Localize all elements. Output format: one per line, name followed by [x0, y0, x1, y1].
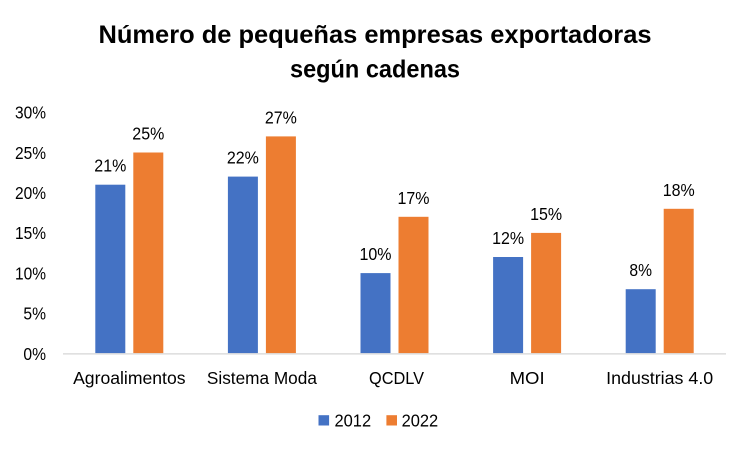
svg-text:Agroalimentos: Agroalimentos	[73, 368, 186, 388]
svg-text:15%: 15%	[530, 204, 562, 224]
svg-text:30%: 30%	[15, 103, 46, 123]
svg-text:2012: 2012	[335, 411, 372, 431]
svg-text:17%: 17%	[398, 188, 430, 208]
svg-text:10%: 10%	[360, 244, 392, 264]
svg-text:2022: 2022	[402, 411, 439, 431]
svg-text:0%: 0%	[23, 344, 46, 364]
svg-text:Sistema Moda: Sistema Moda	[207, 368, 317, 388]
svg-text:25%: 25%	[15, 143, 46, 163]
svg-text:10%: 10%	[15, 263, 46, 283]
svg-text:20%: 20%	[15, 183, 46, 203]
svg-text:18%: 18%	[663, 180, 695, 200]
svg-text:25%: 25%	[132, 124, 164, 144]
svg-text:21%: 21%	[94, 156, 126, 176]
svg-text:5%: 5%	[23, 304, 46, 324]
svg-text:QCDLV: QCDLV	[369, 368, 424, 388]
svg-text:15%: 15%	[15, 223, 46, 243]
svg-text:según cadenas: según cadenas	[290, 56, 460, 84]
svg-text:Industrias 4.0: Industrias 4.0	[606, 368, 713, 388]
svg-text:27%: 27%	[265, 107, 297, 127]
svg-text:22%: 22%	[227, 148, 259, 168]
svg-text:12%: 12%	[492, 228, 524, 248]
svg-text:MOI: MOI	[510, 368, 545, 388]
svg-text:8%: 8%	[629, 260, 652, 280]
svg-text:Número de pequeñas empresas ex: Número de pequeñas empresas exportadoras	[99, 21, 652, 49]
